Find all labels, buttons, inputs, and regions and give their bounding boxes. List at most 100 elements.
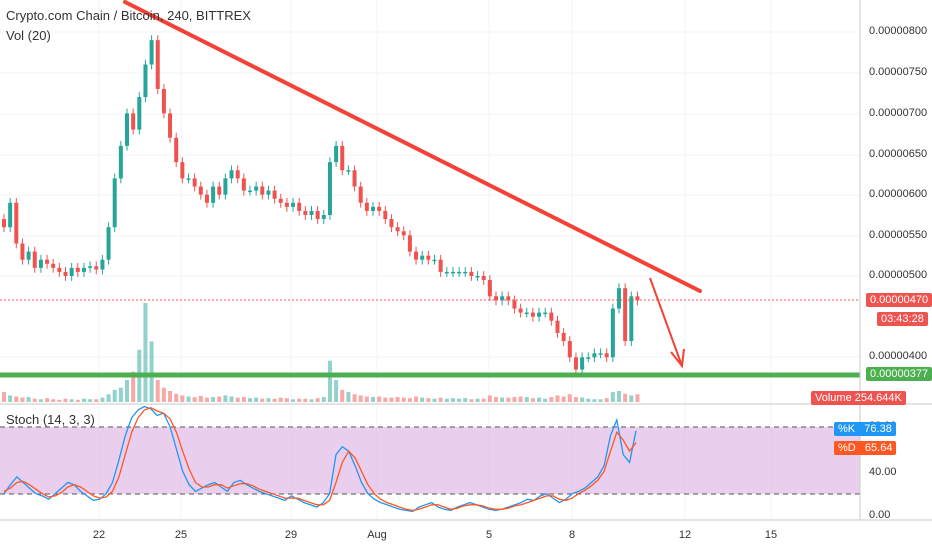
- candle-body: [371, 206, 375, 211]
- volume-bar: [180, 395, 185, 402]
- volume-bar: [494, 397, 498, 402]
- candle-body: [235, 170, 240, 179]
- volume-bar: [518, 396, 523, 402]
- candle-body: [327, 162, 332, 215]
- volume-bar: [198, 395, 203, 402]
- candle-body: [617, 288, 621, 309]
- candle-body: [487, 280, 492, 297]
- candle-body: [457, 271, 462, 274]
- volume-bar: [610, 392, 615, 402]
- candle-body: [530, 312, 535, 317]
- candle-body: [88, 266, 93, 268]
- volume-bar: [155, 380, 160, 402]
- candle-body: [143, 64, 148, 98]
- volume-bar: [475, 398, 480, 402]
- candle-body: [352, 170, 357, 187]
- volume-bar: [358, 395, 363, 402]
- candle-body: [204, 194, 209, 203]
- candle-body: [137, 97, 142, 130]
- stoch-lines: [3, 405, 637, 513]
- projection-arrow-shaft: [649, 277, 683, 367]
- volume-bar: [272, 398, 277, 402]
- candle-body: [26, 251, 31, 260]
- volume-bar: [254, 397, 259, 402]
- time-axis-tick-label: Aug: [367, 529, 387, 541]
- candle-body: [161, 88, 166, 114]
- time-axis-tick-label: 22: [92, 529, 106, 541]
- volume-bars: [2, 303, 640, 402]
- volume-bar: [14, 396, 19, 402]
- candle-body: [180, 162, 185, 179]
- volume-bar: [450, 398, 455, 402]
- volume-bar: [94, 399, 99, 402]
- candle-body: [364, 202, 369, 211]
- volume-bar: [297, 398, 302, 402]
- volume-bar: [395, 397, 400, 402]
- candle-body: [481, 275, 486, 281]
- volume-bar: [524, 397, 529, 402]
- candle-body: [407, 235, 412, 252]
- candle-body: [383, 210, 388, 220]
- volume-bar: [26, 397, 31, 402]
- d-badge-label: %D: [838, 442, 856, 454]
- volume-bar: [63, 398, 68, 402]
- volume-bar: [407, 398, 412, 402]
- volume-bar: [278, 397, 283, 402]
- volume-bar: [463, 398, 468, 402]
- volume-bar: [241, 397, 246, 402]
- candle-body: [118, 145, 123, 179]
- volume-bar: [371, 397, 375, 402]
- volume-bar: [291, 399, 296, 402]
- candle-body: [278, 198, 283, 203]
- stoch-band: [0, 427, 860, 494]
- volume-bar: [168, 391, 173, 402]
- volume-bar: [500, 397, 505, 402]
- volume-bar: [235, 397, 240, 402]
- volume-bar: [383, 397, 388, 402]
- volume-bar: [211, 397, 216, 402]
- candle-body: [573, 357, 578, 370]
- candle-body: [420, 255, 425, 260]
- volume-bar: [106, 394, 111, 402]
- volume-bar: [506, 397, 511, 402]
- support-price-badge: 0.00000377: [866, 367, 932, 381]
- volume-bar: [346, 392, 351, 402]
- volume-bar: [543, 398, 548, 402]
- candle-body: [321, 214, 326, 220]
- candle-body: [598, 353, 603, 355]
- candle-body: [463, 271, 468, 274]
- candle-body: [192, 178, 197, 187]
- k-badge: %K 76.38: [834, 422, 896, 436]
- candle-body: [241, 178, 246, 191]
- candle-body: [94, 266, 99, 270]
- candle-body: [45, 259, 50, 264]
- volume-bar: [69, 399, 74, 402]
- volume-bar: [125, 380, 129, 402]
- volume-bar: [377, 396, 382, 402]
- candle-body: [623, 288, 628, 342]
- volume-bar: [530, 398, 535, 402]
- candle-body: [211, 186, 216, 203]
- candle-body: [475, 275, 480, 278]
- countdown-badge: 03:43:28: [877, 312, 928, 326]
- candle-body: [315, 210, 320, 220]
- candle-body: [469, 271, 474, 276]
- volume-bar: [426, 398, 431, 402]
- time-axis-tick-label: 12: [678, 529, 692, 541]
- stoch-axis-tick-label: 40.00: [869, 466, 897, 478]
- candle-body: [81, 267, 86, 272]
- volume-bar: [81, 398, 86, 402]
- candle-body: [69, 267, 74, 276]
- projection-arrow-head: [670, 348, 685, 369]
- candle-body: [51, 263, 56, 268]
- candle-body: [561, 332, 566, 342]
- volume-bar: [414, 396, 419, 402]
- time-axis-tick-label: 15: [764, 529, 778, 541]
- candle-body: [629, 296, 634, 342]
- volume-bar: [75, 399, 80, 402]
- volume-bar: [8, 395, 13, 402]
- volume-bar: [32, 398, 37, 402]
- volume-bar: [598, 399, 603, 402]
- candle-body: [494, 296, 498, 301]
- volume-bar: [204, 397, 209, 402]
